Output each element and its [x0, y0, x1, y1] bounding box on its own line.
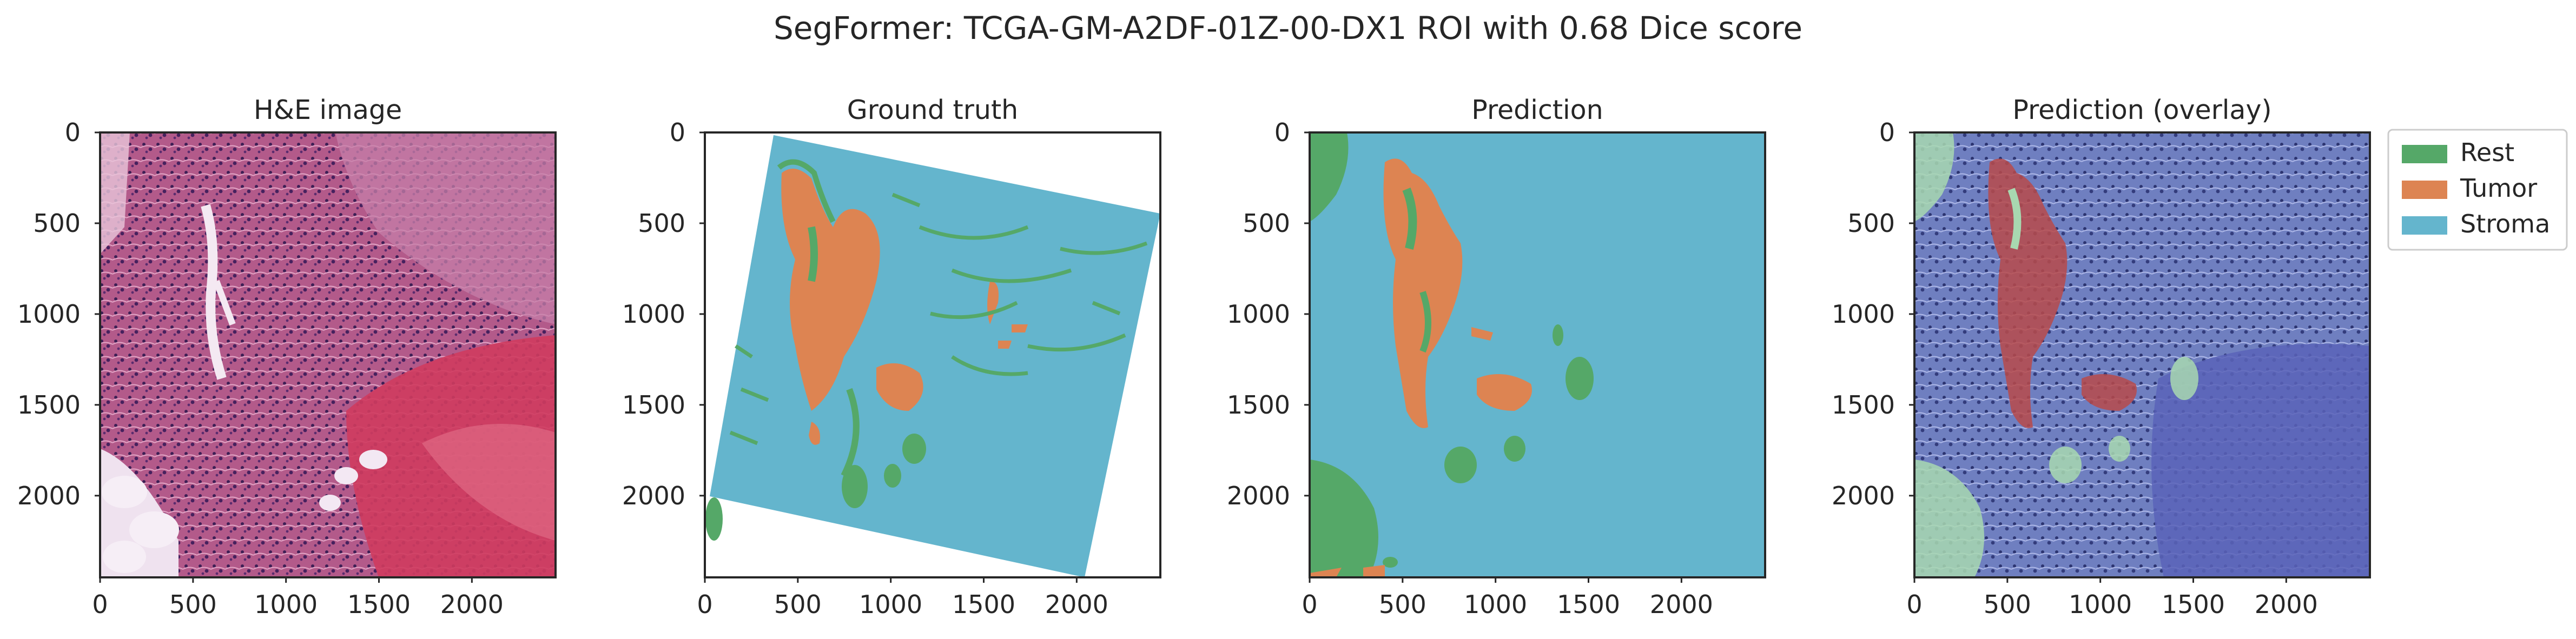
x-tick-label: 0 — [1302, 590, 1317, 619]
overlay-x-ticks: 0 500 1000 1500 2000 — [1906, 577, 2318, 619]
x-tick-label: 2000 — [440, 590, 504, 619]
x-tick-label: 0 — [697, 590, 712, 619]
y-tick-label: 1000 — [1832, 299, 1895, 329]
he-image — [100, 132, 556, 577]
y-tick-label: 1500 — [622, 390, 685, 420]
overlay-tumor-region — [1988, 158, 2068, 428]
y-tick-label: 2000 — [1832, 481, 1895, 510]
pred-panel: Prediction 0 500 1000 1500 2000 0 500 1000 1500… — [1227, 95, 1766, 619]
y-tick-label: 500 — [33, 209, 81, 238]
y-tick-label: 1500 — [17, 390, 81, 420]
y-tick-label: 500 — [1243, 209, 1290, 238]
gt-panel-title: Ground truth — [847, 95, 1019, 125]
pred-x-ticks: 0 500 1000 1500 2000 — [1302, 577, 1713, 619]
gt-panel: Ground truth 0 500 1000 1500 2000 0 500 1000 15… — [622, 95, 1161, 619]
y-tick-label: 2000 — [17, 481, 81, 510]
x-tick-label: 1000 — [1464, 590, 1527, 619]
y-tick-label: 2000 — [1227, 481, 1290, 510]
x-tick-label: 1000 — [859, 590, 922, 619]
he-x-ticks: 0 500 1000 1500 2000 — [92, 577, 504, 619]
gt-axes-frame — [704, 131, 1161, 578]
y-tick-label: 0 — [65, 118, 81, 147]
x-tick-label: 2000 — [2255, 590, 2318, 619]
x-tick-label: 1500 — [952, 590, 1015, 619]
y-tick-label: 0 — [1879, 118, 1895, 147]
y-tick-label: 1500 — [1832, 390, 1895, 420]
y-tick-label: 0 — [670, 118, 685, 147]
y-tick-label: 1500 — [1227, 390, 1290, 420]
y-tick-label: 2000 — [622, 481, 685, 510]
x-tick-label: 500 — [169, 590, 217, 619]
he-axes-frame — [99, 131, 557, 578]
x-tick-label: 1000 — [2069, 590, 2132, 619]
figure-title: SegFormer: TCGA-GM-A2DF-01Z-00-DX1 ROI w… — [773, 10, 1803, 46]
overlay-panel-title: Prediction (overlay) — [2012, 95, 2271, 125]
x-tick-label: 0 — [1906, 590, 1922, 619]
x-tick-label: 500 — [1379, 590, 1426, 619]
pred-axes-frame — [1309, 131, 1766, 578]
y-tick-label: 500 — [1847, 209, 1895, 238]
x-tick-label: 0 — [92, 590, 108, 619]
x-tick-label: 1000 — [254, 590, 318, 619]
pred-y-ticks: 0 500 1000 1500 2000 — [1227, 118, 1310, 510]
pred-rest-region — [1310, 132, 1349, 222]
legend: Rest Tumor Stroma — [2387, 129, 2568, 251]
legend-label-rest: Rest — [2460, 138, 2514, 167]
gt-mask — [705, 135, 1160, 577]
gt-tumor-region — [781, 169, 880, 411]
overlay-axes-frame — [1913, 131, 2371, 578]
he-y-ticks: 0 500 1000 1500 2000 — [17, 118, 100, 510]
pred-mask — [1310, 132, 1765, 577]
legend-label-stroma: Stroma — [2460, 209, 2550, 238]
he-panel: H&E image 0 500 1000 1500 2000 0 500 1000 1500 2… — [17, 95, 557, 619]
x-tick-label: 1500 — [2162, 590, 2225, 619]
x-tick-label: 1500 — [347, 590, 411, 619]
pred-panel-title: Prediction — [1471, 95, 1603, 125]
legend-label-tumor: Tumor — [2460, 174, 2537, 203]
pred-stroma-region — [1310, 132, 1765, 577]
overlay-y-ticks: 0 500 1000 1500 2000 — [1832, 118, 1914, 510]
overlay-panel: Prediction (overlay) 0 500 1000 1500 2000 0 5… — [1832, 95, 2371, 619]
he-panel-title: H&E image — [254, 95, 402, 125]
x-tick-label: 2000 — [1650, 590, 1713, 619]
y-tick-label: 1000 — [17, 299, 81, 329]
overlay-image — [1914, 132, 2370, 577]
x-tick-label: 500 — [1984, 590, 2031, 619]
legend-swatch-tumor — [2402, 181, 2447, 199]
y-tick-label: 1000 — [1227, 299, 1290, 329]
y-tick-label: 500 — [638, 209, 685, 238]
gt-y-ticks: 0 500 1000 1500 2000 — [622, 118, 705, 510]
gt-x-ticks: 0 500 1000 1500 2000 — [697, 577, 1108, 619]
x-tick-label: 500 — [774, 590, 822, 619]
y-tick-label: 1000 — [622, 299, 685, 329]
legend-swatch-stroma — [2402, 216, 2447, 235]
x-tick-label: 1500 — [1557, 590, 1620, 619]
legend-swatch-rest — [2402, 145, 2447, 163]
x-tick-label: 2000 — [1045, 590, 1108, 619]
y-tick-label: 0 — [1274, 118, 1290, 147]
